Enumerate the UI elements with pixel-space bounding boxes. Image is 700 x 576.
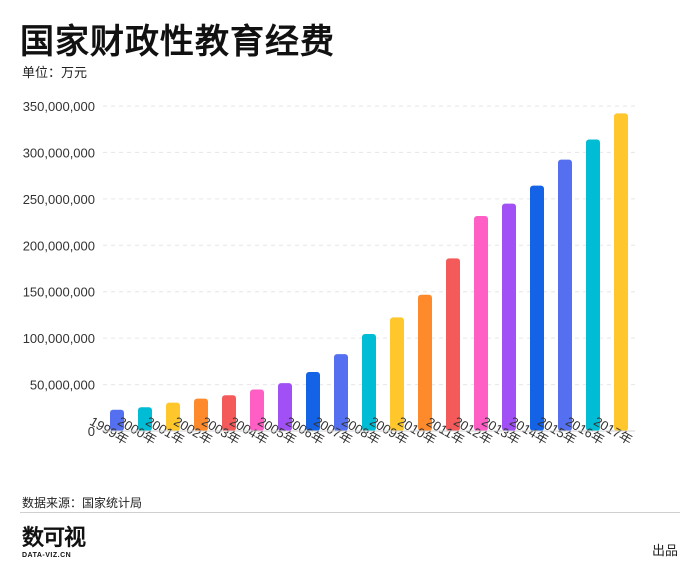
bar-2003年	[222, 395, 236, 431]
bar-2015年	[558, 159, 572, 431]
bar-2011年	[446, 258, 460, 431]
bar-2009年	[390, 317, 404, 431]
bar-2007年	[334, 354, 348, 431]
y-axis-ticks: 0 50,000,000 100,000,000 150,000,000 200,000…	[23, 99, 95, 439]
bar-2017年	[614, 113, 628, 432]
bar-2010年	[418, 294, 432, 431]
bar-2008年	[362, 333, 376, 431]
data-source: 数据来源：国家统计局	[22, 496, 143, 510]
y-tick-label: 300,000,000	[23, 145, 95, 160]
bar-2000年	[138, 407, 152, 431]
y-tick-label: 200,000,000	[23, 238, 95, 253]
bars	[110, 113, 628, 432]
y-tick-label: 100,000,000	[23, 331, 95, 346]
bar-2002年	[194, 398, 208, 431]
y-tick-label: 50,000,000	[30, 378, 95, 393]
bar-chart: 0 50,000,000 100,000,000 150,000,000 200,000…	[23, 99, 635, 448]
y-tick-label: 350,000,000	[23, 99, 95, 114]
bar-2016年	[586, 139, 600, 432]
y-tick-label: 150,000,000	[23, 285, 95, 300]
bar-2004年	[250, 389, 264, 431]
brand-logo: 数可视 DATA-VIZ.CN	[22, 527, 92, 567]
unit-label: 单位：万元	[22, 65, 88, 80]
bar-1999年	[110, 409, 124, 431]
bar-2006年	[306, 372, 320, 431]
chart-title: 国家财政性教育经费	[20, 23, 335, 61]
bar-2005年	[278, 383, 292, 431]
logo-subtext: DATA-VIZ.CN	[22, 552, 72, 559]
bar-2014年	[530, 185, 544, 431]
bar-2012年	[474, 216, 488, 431]
credit-label: 出品	[651, 543, 678, 558]
footer-divider	[20, 512, 680, 513]
bar-2013年	[502, 203, 516, 431]
y-tick-label: 0	[88, 424, 95, 439]
y-tick-label: 250,000,000	[23, 192, 95, 207]
bar-2001年	[166, 402, 180, 431]
logo-text: 数可视	[22, 526, 86, 551]
